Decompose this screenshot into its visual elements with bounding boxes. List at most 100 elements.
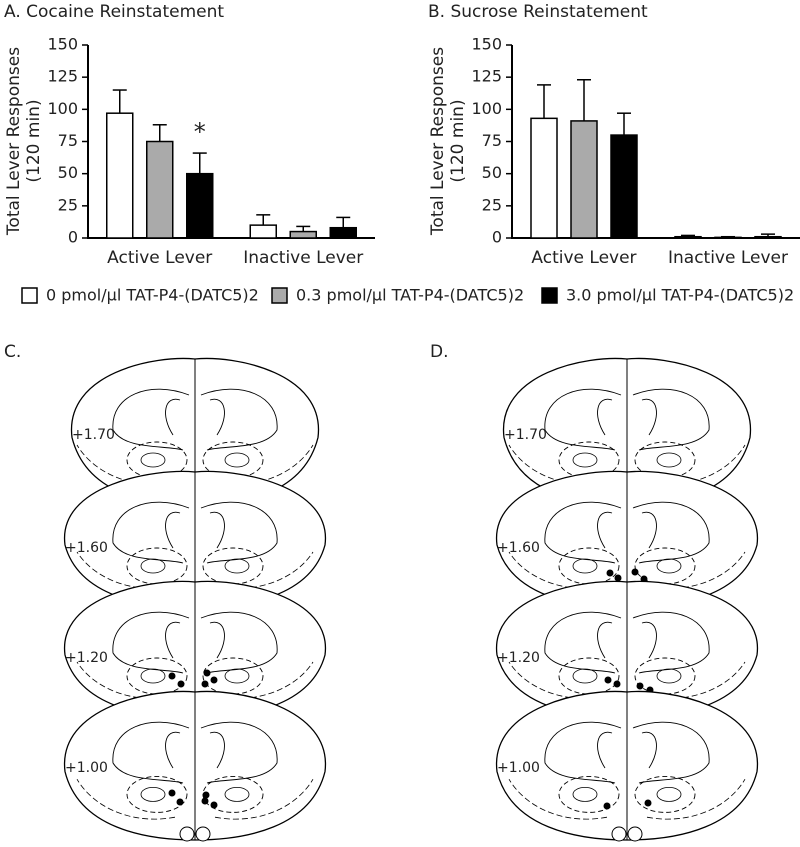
chart-title: B. Sucrose Reinstatement	[428, 2, 648, 22]
ventricle	[200, 611, 278, 674]
annotation: *	[194, 118, 206, 146]
x-tick-label: Inactive Lever	[668, 248, 788, 268]
striatum	[597, 621, 613, 659]
accumbens-core	[656, 787, 682, 802]
injection-site	[613, 680, 621, 688]
accumbens-core	[572, 668, 598, 684]
y-tick-label: 100	[471, 99, 502, 118]
brain-section: +1.60	[496, 470, 758, 609]
section-label: +1.20	[497, 650, 540, 666]
ventricle	[112, 721, 190, 784]
ventricle	[632, 611, 710, 674]
y-tick-label: 75	[482, 131, 502, 150]
bar	[530, 117, 558, 239]
accumbens-core	[656, 558, 682, 574]
accumbens-core	[572, 558, 598, 574]
section-label: +1.00	[497, 760, 540, 776]
y-axis-label: (120 min)	[448, 99, 468, 182]
injection-site	[201, 680, 209, 688]
ventricle	[632, 388, 710, 451]
legend-label: 3.0 pmol/µl TAT-P4-(DATC5)2	[566, 286, 794, 305]
accumbens-core	[656, 452, 682, 468]
x-tick-label: Active Lever	[531, 248, 636, 268]
ventricle	[200, 388, 278, 451]
injection-site	[210, 676, 218, 684]
bar	[610, 134, 638, 239]
accumbens	[126, 775, 188, 813]
accumbens	[126, 441, 188, 479]
ventricle	[544, 611, 622, 674]
injection-site	[640, 575, 648, 583]
accumbens-core	[140, 668, 166, 684]
ventricle	[632, 721, 710, 784]
section-label: +1.60	[497, 540, 540, 556]
ventricle	[544, 501, 622, 564]
injection-site	[603, 802, 611, 810]
accumbens-core	[224, 558, 250, 574]
accumbens-core	[224, 668, 250, 684]
ventricle	[112, 611, 190, 674]
striatum	[597, 731, 613, 769]
accumbens	[202, 547, 264, 585]
accumbens	[634, 775, 696, 813]
legend-label: 0 pmol/µl TAT-P4-(DATC5)2	[46, 286, 259, 305]
accumbens	[634, 441, 696, 479]
accumbens-core	[224, 787, 250, 802]
y-tick-label: 125	[471, 67, 502, 86]
section-label: +1.70	[504, 427, 547, 443]
ventricle	[200, 721, 278, 784]
bar	[714, 236, 742, 239]
brain-section: +1.20	[64, 580, 326, 720]
accumbens	[202, 657, 264, 695]
injection-site	[177, 680, 185, 688]
accumbens	[558, 775, 620, 813]
accumbens	[634, 547, 696, 585]
accumbens	[202, 441, 264, 479]
y-axis-label: Total Lever Responses	[428, 47, 448, 236]
injection-site	[202, 791, 210, 799]
accumbens-core	[572, 452, 598, 468]
ventricle	[200, 501, 278, 564]
y-tick-label: 150	[47, 35, 78, 54]
tract	[76, 778, 176, 820]
accumbens	[558, 441, 620, 479]
brain-section: +1.00	[64, 690, 326, 842]
brain-section: +1.60	[64, 470, 326, 609]
panel-label: D.	[430, 342, 449, 362]
bar	[329, 226, 357, 239]
chart-title: A. Cocaine Reinstatement	[4, 2, 224, 22]
injection-site	[203, 669, 211, 677]
injection-site	[604, 676, 612, 684]
section-label: +1.70	[72, 427, 115, 443]
striatum	[165, 511, 181, 549]
striatum	[597, 511, 613, 549]
accumbens-core	[140, 558, 166, 574]
accumbens-core	[224, 452, 250, 468]
accumbens	[126, 547, 188, 585]
striatum	[641, 621, 657, 659]
panel-label: C.	[4, 342, 21, 362]
y-tick-label: 0	[68, 228, 78, 247]
injection-site	[210, 801, 218, 809]
striatum	[209, 398, 225, 436]
striatum	[165, 621, 181, 659]
ventricle	[544, 721, 622, 784]
bar	[289, 230, 317, 239]
accumbens	[558, 547, 620, 585]
ventricle	[112, 501, 190, 564]
y-tick-label: 125	[47, 67, 78, 86]
commissure	[611, 826, 627, 842]
bar	[106, 112, 134, 239]
injection-site	[201, 797, 209, 805]
y-tick-label: 0	[492, 228, 502, 247]
striatum	[641, 511, 657, 549]
accumbens-core	[656, 668, 682, 684]
legend-label: 0.3 pmol/µl TAT-P4-(DATC5)2	[296, 286, 524, 305]
striatum	[209, 621, 225, 659]
striatum	[165, 398, 181, 436]
accumbens-core	[140, 452, 166, 468]
striatum	[597, 398, 613, 436]
bar	[570, 120, 598, 239]
bar	[186, 172, 214, 239]
